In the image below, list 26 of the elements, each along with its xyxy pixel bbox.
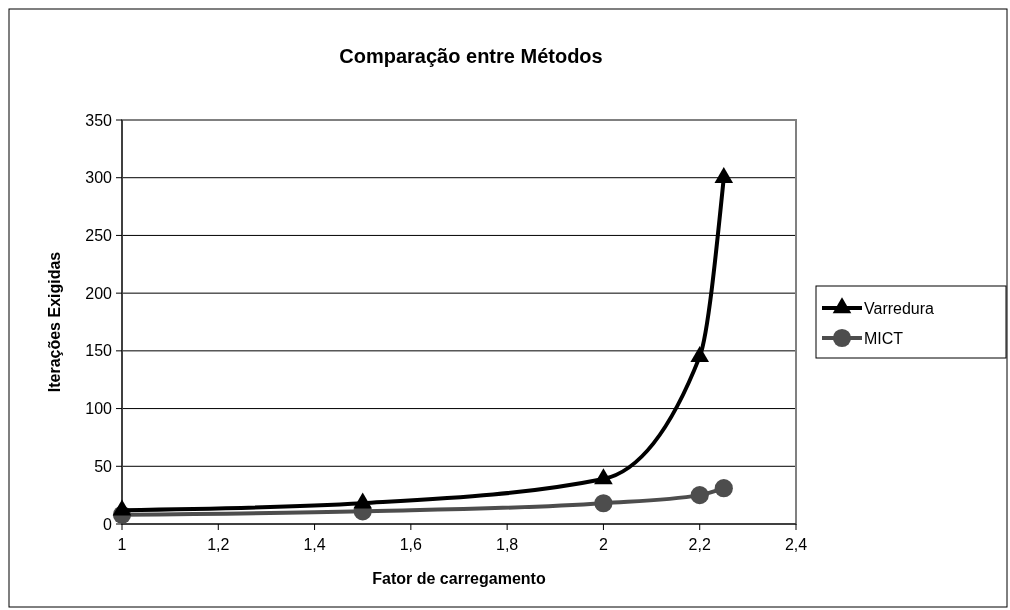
y-tick-label: 250 <box>85 227 113 245</box>
legend-label: MICT <box>864 329 904 347</box>
x-tick-label: 1,8 <box>496 536 519 553</box>
x-axis-title: Fator de carregamento <box>372 570 546 587</box>
x-tick-label: 1,6 <box>399 536 423 553</box>
y-tick-label: 0 <box>103 515 113 533</box>
x-tick-label: 1 <box>117 536 127 553</box>
x-tick-label: 1,2 <box>207 536 230 553</box>
x-tick-label: 2 <box>598 536 608 553</box>
y-tick-label: 350 <box>85 111 113 129</box>
y-tick-label: 300 <box>85 169 113 187</box>
y-tick-label: 200 <box>85 284 113 302</box>
y-axis-title: Iterações Exigidas <box>46 251 63 393</box>
y-tick-label: 150 <box>85 342 113 360</box>
point <box>690 345 710 362</box>
y-tick-label: 50 <box>94 457 113 475</box>
y-tick-label: 100 <box>85 400 113 418</box>
point <box>714 166 734 184</box>
chart-title: Comparação entre Métodos <box>339 45 603 67</box>
legend-label: Varredura <box>864 299 935 317</box>
x-tick-label: 2,4 <box>784 536 808 553</box>
point <box>690 486 709 505</box>
x-tick-label: 1,4 <box>303 536 326 553</box>
x-tick-label: 2,2 <box>688 536 711 553</box>
point <box>594 494 613 513</box>
point <box>714 479 733 498</box>
